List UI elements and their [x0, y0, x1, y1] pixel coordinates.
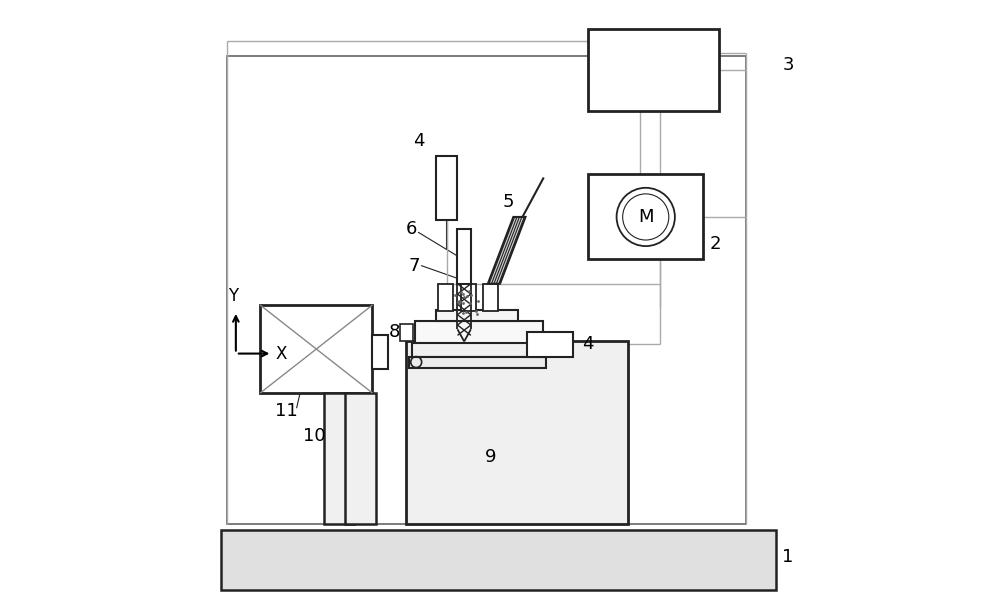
Bar	[221, 529, 776, 590]
Bar	[412, 343, 546, 357]
Bar	[260, 305, 372, 393]
Text: 4: 4	[413, 132, 424, 150]
Bar	[406, 342, 628, 523]
Bar	[227, 56, 746, 523]
Bar	[588, 174, 703, 259]
Text: Y: Y	[228, 287, 238, 305]
Bar	[457, 229, 471, 284]
Text: X: X	[275, 345, 287, 362]
Text: 1: 1	[782, 548, 794, 566]
Text: CON: CON	[632, 60, 675, 79]
Bar	[436, 156, 457, 220]
Bar	[345, 393, 376, 523]
Text: 5: 5	[503, 193, 515, 211]
Bar	[483, 284, 498, 311]
Bar	[461, 284, 476, 311]
Text: 2: 2	[709, 235, 721, 253]
Bar	[527, 332, 573, 357]
Bar	[415, 321, 543, 345]
Bar	[372, 336, 388, 369]
Text: 10: 10	[303, 426, 325, 445]
Text: 8: 8	[388, 323, 400, 342]
Text: 11: 11	[275, 402, 298, 420]
Bar	[400, 325, 413, 342]
Text: 9: 9	[485, 448, 496, 466]
Polygon shape	[488, 217, 526, 284]
Text: 4: 4	[582, 336, 593, 353]
Text: M: M	[638, 208, 653, 226]
Text: 6: 6	[406, 220, 417, 238]
Bar	[409, 357, 546, 368]
Text: 7: 7	[409, 257, 420, 274]
Bar	[324, 393, 354, 523]
Bar	[588, 29, 719, 110]
Bar	[438, 284, 453, 311]
Text: 3: 3	[782, 56, 794, 74]
Bar	[436, 310, 518, 321]
